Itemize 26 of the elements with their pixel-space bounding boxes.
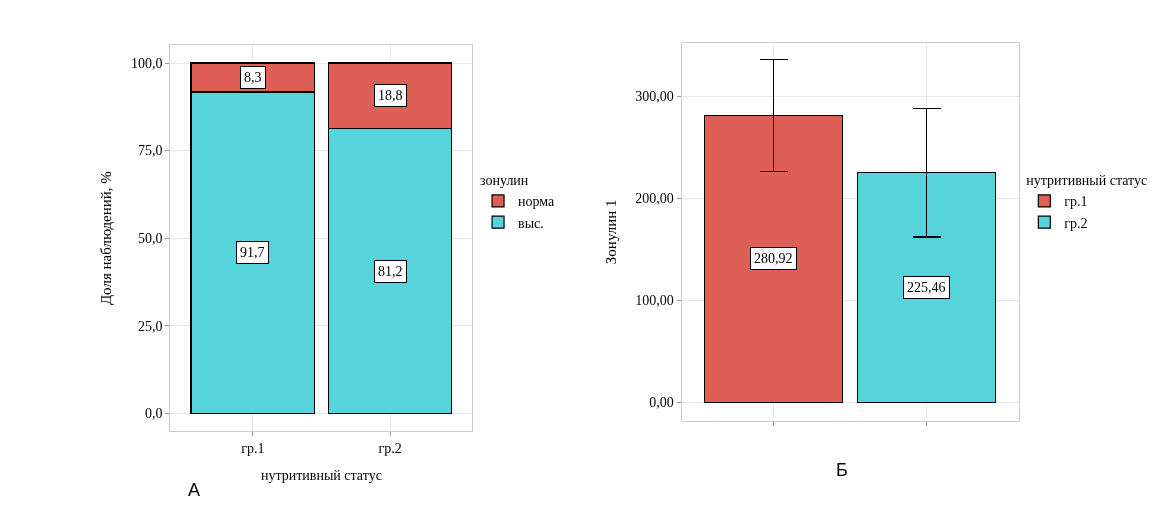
y-tick-label: 100,00 (635, 293, 674, 309)
y-tick-label: 0,0 (145, 406, 163, 422)
legend-label: гр.2 (1064, 215, 1088, 231)
data-label: 91,7 (240, 245, 265, 260)
y-tick-label: 0,00 (649, 395, 674, 411)
y-tick-label: 200,00 (635, 191, 674, 207)
text: А (188, 480, 201, 500)
legend-title: зонулин (480, 173, 529, 189)
data-label: 81,2 (378, 264, 403, 279)
y-tick-label: 25,0 (138, 318, 163, 334)
y-axis-title: Доля наблюдений, % (98, 171, 115, 306)
data-label: 8,3 (244, 70, 262, 85)
data-label: 280,92 (754, 251, 793, 266)
y-axis-title: Зонулин 1 (602, 199, 619, 265)
legend-label: гр.1 (1064, 194, 1088, 210)
x-axis-title: нутритивный статус (260, 467, 382, 483)
legend-title: нутритивный статус (1026, 173, 1148, 189)
y-tick-label: 300,00 (635, 88, 674, 104)
legend-label: норма (518, 194, 556, 210)
legend-label: выс. (518, 215, 544, 231)
y-tick-label: 75,0 (138, 143, 163, 159)
y-tick-label: 50,0 (138, 231, 163, 247)
data-label: 18,8 (378, 88, 403, 103)
y-tick-label: 100,0 (131, 55, 163, 71)
text: Б (836, 460, 848, 480)
data-label: 225,46 (907, 280, 946, 295)
